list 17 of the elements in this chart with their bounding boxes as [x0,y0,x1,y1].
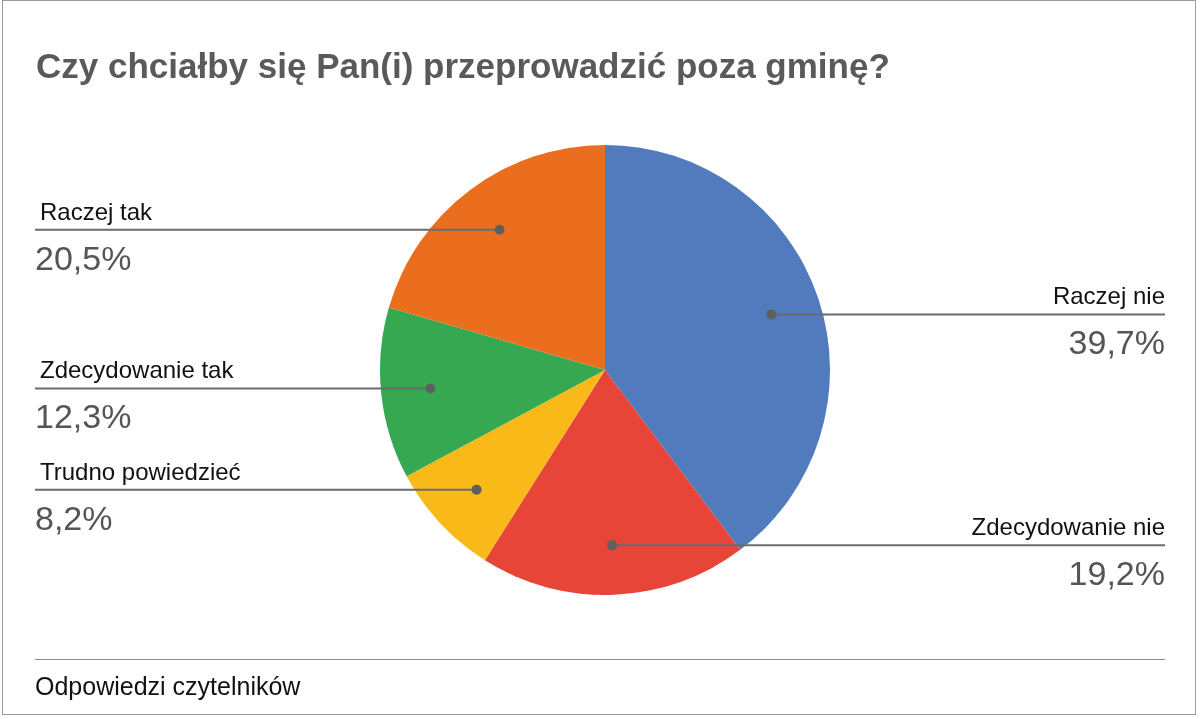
text: Odpowiedzi czytelników [35,660,1165,701]
slice-label: Zdecydowanie tak [40,356,235,384]
data-label: 39,7% [1068,323,1165,362]
pie-slice [380,307,605,477]
slice-label: Raczej tak [40,197,154,225]
pie-slice [388,145,605,370]
chart-title: Czy chciałby się Pan(i) przeprowadzić poza gminę? [36,46,890,86]
data-label: 12,3% [35,397,132,436]
pie-slice [484,370,741,595]
slice-label: Raczej nie [1052,282,1165,310]
slice-label: Zdecydowanie nie [971,513,1165,541]
data-label: 20,5% [35,238,132,277]
data-label: 8,2% [35,498,113,537]
slice-label: Trudno powiedzieć [40,457,241,485]
pie-slice [605,145,830,550]
data-label: 19,2% [1068,554,1165,593]
pie-slice [406,370,605,561]
